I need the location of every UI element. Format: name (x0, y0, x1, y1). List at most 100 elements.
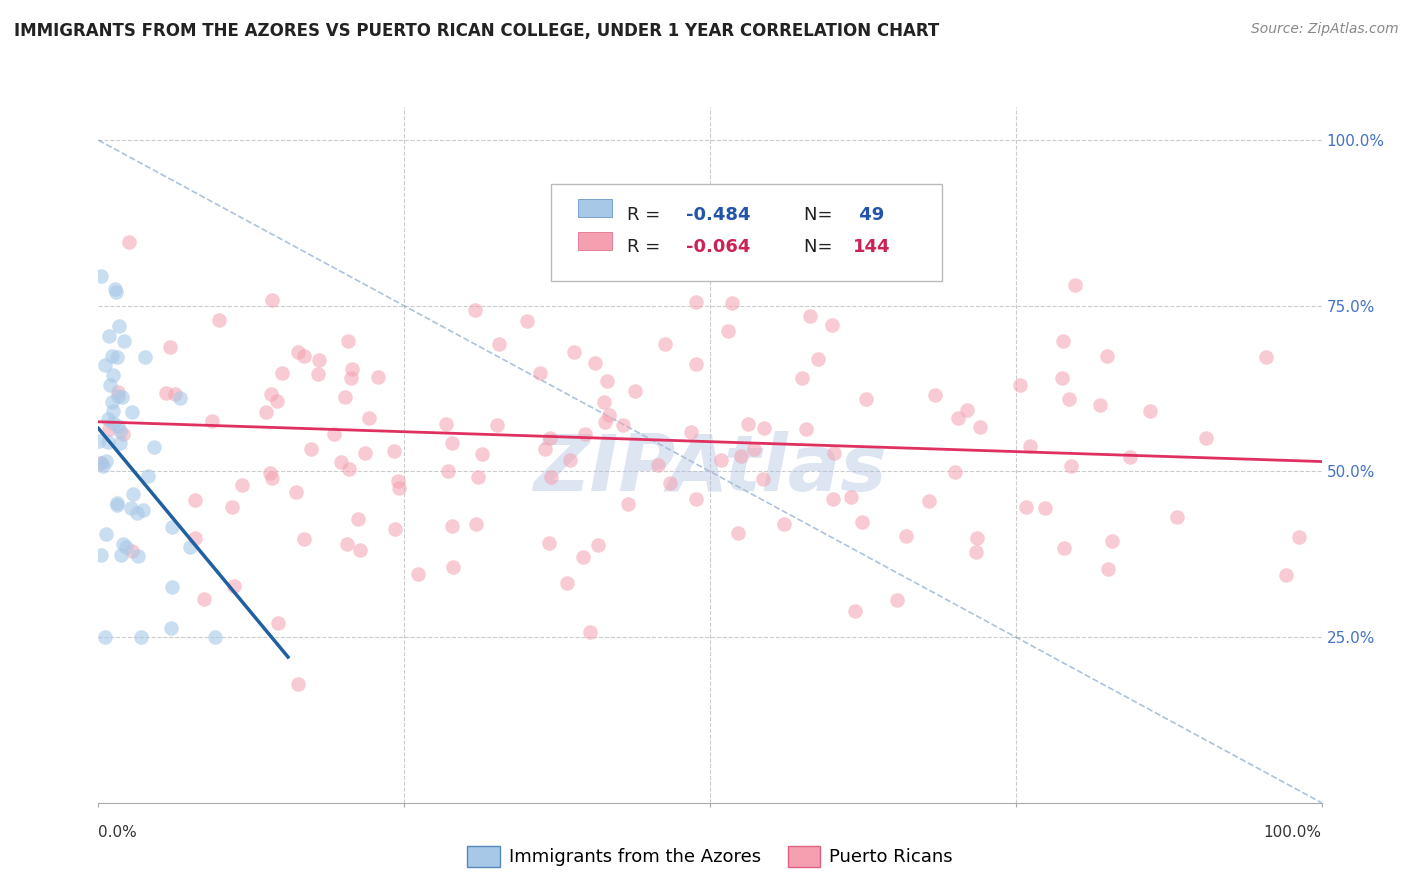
Point (956, 403, 979, 417)
Point (287, 345, 309, 359)
Point (287, 676, 309, 690)
Point (823, 446, 845, 460)
Point (685, 295, 707, 310)
Point (721, 295, 744, 310)
Point (617, 497, 640, 511)
Point (579, 624, 602, 639)
Point (94, 630, 117, 644)
FancyBboxPatch shape (551, 184, 942, 281)
Point (107, 419, 129, 434)
Point (108, 435, 131, 450)
Point (163, 387, 186, 401)
Point (1008, 378, 1031, 392)
Point (821, 491, 844, 506)
Point (90, 456, 112, 470)
Point (1053, 541, 1076, 556)
Point (807, 351, 830, 366)
Point (94, 454, 117, 468)
Text: 100.0%: 100.0% (1264, 825, 1322, 840)
Point (538, 431, 561, 445)
Point (260, 293, 283, 307)
Point (111, 426, 134, 441)
Point (294, 349, 316, 363)
Point (100, 394, 122, 409)
Point (1101, 534, 1123, 549)
Point (231, 478, 253, 492)
Point (160, 621, 183, 635)
Point (564, 344, 586, 359)
Text: R =: R = (627, 238, 666, 256)
Point (107, 385, 129, 400)
Point (434, 417, 457, 432)
Point (893, 254, 915, 268)
Point (441, 560, 464, 574)
Point (353, 446, 375, 460)
Point (136, 468, 159, 483)
Point (193, 591, 215, 606)
Point (560, 453, 582, 467)
Point (965, 544, 987, 558)
Point (946, 411, 969, 425)
Point (357, 410, 380, 425)
Point (440, 519, 463, 533)
Point (108, 425, 131, 439)
Point (101, 368, 124, 383)
Point (117, 235, 139, 249)
Point (730, 449, 752, 463)
Point (1195, 432, 1218, 446)
Point (742, 442, 765, 457)
Point (97, 329, 120, 343)
Point (727, 526, 749, 541)
Point (1119, 450, 1142, 464)
Point (284, 485, 307, 500)
Point (127, 506, 149, 520)
Point (1057, 392, 1080, 406)
Text: N=: N= (804, 238, 838, 256)
Point (111, 390, 134, 404)
Point (122, 487, 145, 501)
Point (821, 318, 844, 332)
Point (685, 492, 707, 507)
Point (752, 472, 775, 486)
Point (299, 442, 322, 457)
Point (799, 309, 821, 323)
Point (179, 541, 201, 555)
Point (844, 604, 866, 618)
Point (1019, 439, 1042, 453)
Point (1256, 350, 1278, 364)
Point (440, 436, 463, 450)
Point (537, 536, 560, 550)
Point (262, 471, 284, 485)
Point (132, 503, 155, 517)
Point (586, 538, 609, 552)
Point (204, 630, 226, 644)
Text: IMMIGRANTS FROM THE AZORES VS PUERTO RICAN COLLEGE, UNDER 1 YEAR CORRELATION CHA: IMMIGRANTS FROM THE AZORES VS PUERTO RIC… (14, 22, 939, 40)
Point (529, 367, 551, 381)
Point (1052, 334, 1074, 348)
Point (159, 340, 181, 354)
Point (1139, 403, 1161, 417)
Point (593, 416, 616, 430)
Point (896, 529, 918, 543)
Point (555, 576, 578, 591)
Point (89, 434, 111, 448)
Point (254, 405, 277, 419)
Point (105, 285, 128, 299)
Point (98, 378, 121, 392)
Point (839, 490, 862, 504)
Bar (578, 199, 612, 217)
Point (969, 420, 991, 434)
Point (485, 417, 508, 432)
Point (583, 356, 606, 370)
Point (127, 549, 149, 563)
Point (1275, 568, 1298, 582)
Point (184, 531, 207, 545)
Point (96, 526, 118, 541)
Point (612, 417, 634, 432)
Point (97, 412, 120, 426)
Point (790, 370, 813, 384)
Text: ZIPAtlas: ZIPAtlas (533, 431, 887, 507)
Point (654, 336, 676, 351)
Point (335, 391, 357, 405)
Point (943, 465, 966, 479)
